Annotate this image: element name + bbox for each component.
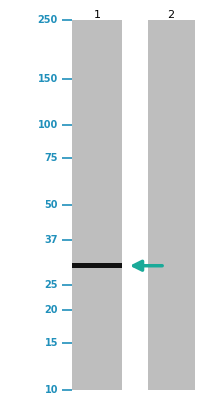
Text: 100: 100 [38,120,58,130]
Text: 250: 250 [38,15,58,25]
Bar [72,20,121,390]
Text: 1: 1 [93,10,100,20]
Text: 15: 15 [44,338,58,348]
Text: 25: 25 [44,280,58,290]
Text: 150: 150 [38,74,58,84]
Text: 50: 50 [44,200,58,210]
Text: 2: 2 [167,10,174,20]
Bar [147,20,194,390]
Text: 20: 20 [44,305,58,315]
Text: 10: 10 [44,385,58,395]
Bar [72,263,121,268]
Text: 37: 37 [44,235,58,245]
Text: 75: 75 [44,153,58,163]
